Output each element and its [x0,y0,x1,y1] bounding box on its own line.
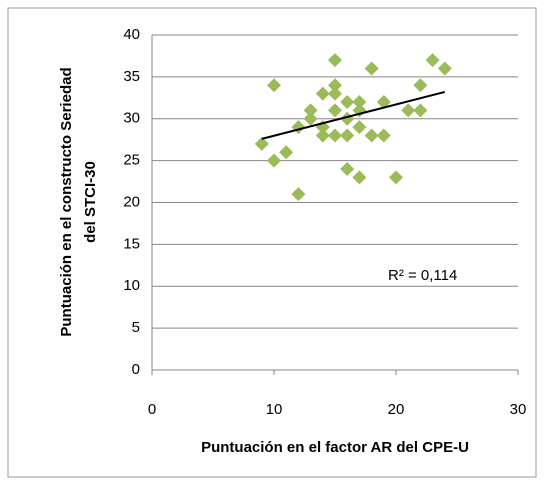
x-axis-title: Puntuación en el factor AR del CPE-U [201,439,469,456]
y-tick-label: 0 [132,361,140,378]
point [352,170,367,185]
point [413,103,428,118]
point [267,78,281,93]
annotation: R² = 0,114 [388,267,457,284]
point [340,128,355,143]
point [352,120,367,135]
point [340,162,355,176]
point [291,187,306,202]
point [425,53,440,68]
y-tick-label: 30 [123,110,140,127]
point [352,95,367,109]
point [413,78,428,93]
point [303,103,318,118]
point [328,53,342,68]
trendline [261,90,446,140]
x-tick-label: 10 [266,401,283,418]
y-axis-title: Puntuación en el constructo Seriedad [58,67,75,336]
point [389,170,403,185]
point [254,136,269,151]
point [376,95,391,109]
point [340,95,355,109]
point [328,78,342,93]
y-tick-label: 10 [123,277,140,294]
point [315,128,330,143]
point [328,103,342,118]
x-tick-label: 30 [510,401,527,418]
point [328,86,342,101]
y-tick-label: 20 [123,193,140,210]
point [315,86,330,101]
x-tick-label: 0 [148,401,156,418]
point [401,103,416,118]
y-tick-label: 35 [123,68,140,85]
point [328,128,342,143]
point [303,111,318,126]
x-tick-label: 20 [388,401,405,418]
y-tick-label: 40 [123,26,140,43]
point [364,128,379,143]
point [364,61,379,76]
point [267,153,281,168]
y-tick-label: 25 [123,152,140,169]
point [279,145,294,160]
y-tick-label: 5 [132,319,140,336]
y-axis-title: del STCI-30 [82,161,99,243]
point [376,128,391,143]
point [437,61,452,76]
y-tick-label: 15 [123,235,140,252]
